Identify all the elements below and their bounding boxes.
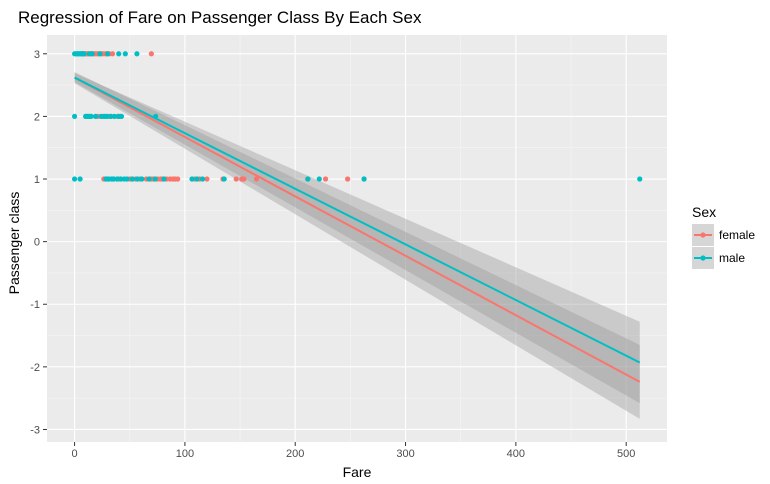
data-point-female (241, 176, 247, 182)
legend: Sex female male (692, 204, 755, 269)
data-point-male (134, 51, 140, 57)
data-point-male (118, 113, 125, 119)
x-tick-label: 0 (72, 448, 78, 460)
x-tick-label: 100 (176, 448, 194, 460)
data-point-male (305, 176, 311, 182)
data-point-female (204, 176, 210, 182)
y-tick-label: -2 (30, 362, 40, 374)
data-point-male (88, 113, 94, 119)
data-point-male (134, 176, 141, 182)
data-point-male (189, 176, 195, 182)
y-axis: -3 -2 -1 0 1 2 3 (30, 49, 47, 436)
x-axis: 0 100 200 300 400 500 (72, 442, 635, 460)
data-point-male (161, 176, 167, 182)
y-tick-label: 2 (34, 111, 40, 123)
data-point-female (175, 176, 181, 182)
data-point-male (71, 113, 78, 119)
legend-point-female (700, 232, 706, 238)
legend-label-male: male (719, 251, 745, 265)
x-tick-label: 300 (396, 448, 414, 460)
data-point-female (109, 51, 116, 57)
data-point-male (107, 113, 114, 119)
data-point-male (637, 176, 643, 182)
data-point-male (114, 176, 120, 182)
x-axis-title: Fare (343, 464, 372, 480)
y-tick-label: -3 (30, 424, 40, 436)
plot-panel (47, 35, 667, 442)
confidence-bands (74, 71, 640, 419)
data-point-male (105, 51, 111, 57)
data-point-male (111, 113, 117, 119)
regression-line-male (74, 76, 641, 364)
data-point-female (233, 176, 239, 182)
data-point-male (122, 51, 128, 57)
x-tick-label: 500 (617, 448, 635, 460)
data-point-male (194, 176, 200, 182)
data-point-male (89, 51, 95, 57)
data-point-male (146, 176, 152, 182)
confidence-band-male (74, 73, 640, 404)
y-tick-label: 3 (34, 49, 40, 61)
data-point-female (148, 51, 154, 57)
data-point-female (253, 176, 260, 182)
data-point-male (221, 176, 227, 182)
data-point-female (322, 176, 329, 182)
data-point-male (316, 176, 322, 182)
data-points (71, 51, 643, 182)
data-point-male (199, 176, 206, 182)
data-point-male (116, 51, 122, 57)
x-tick-label: 200 (286, 448, 304, 460)
data-point-male (361, 176, 367, 182)
data-point-male (103, 113, 110, 119)
confidence-band-female (74, 71, 640, 419)
y-tick-label: -1 (30, 299, 40, 311)
legend-title: Sex (692, 204, 716, 220)
data-point-male (77, 176, 83, 182)
y-axis-title: Passenger class (6, 192, 22, 295)
data-point-male (92, 113, 99, 119)
data-point-male (139, 176, 145, 182)
chart-title: Regression of Fare on Passenger Class By… (18, 8, 422, 27)
legend-point-male (700, 255, 706, 261)
x-tick-label: 400 (507, 448, 525, 460)
legend-label-female: female (719, 228, 755, 242)
data-point-male (129, 176, 136, 182)
y-tick-label: 0 (34, 237, 40, 249)
data-point-male (97, 51, 103, 57)
y-tick-label: 1 (34, 174, 40, 186)
regression-lines (74, 76, 641, 383)
data-point-female (345, 176, 351, 182)
data-point-male (152, 176, 158, 182)
minor-gridlines (47, 35, 667, 442)
data-point-male (81, 51, 87, 57)
data-point-male (71, 176, 78, 182)
data-point-male (124, 176, 130, 182)
regression-line-female (74, 76, 641, 383)
